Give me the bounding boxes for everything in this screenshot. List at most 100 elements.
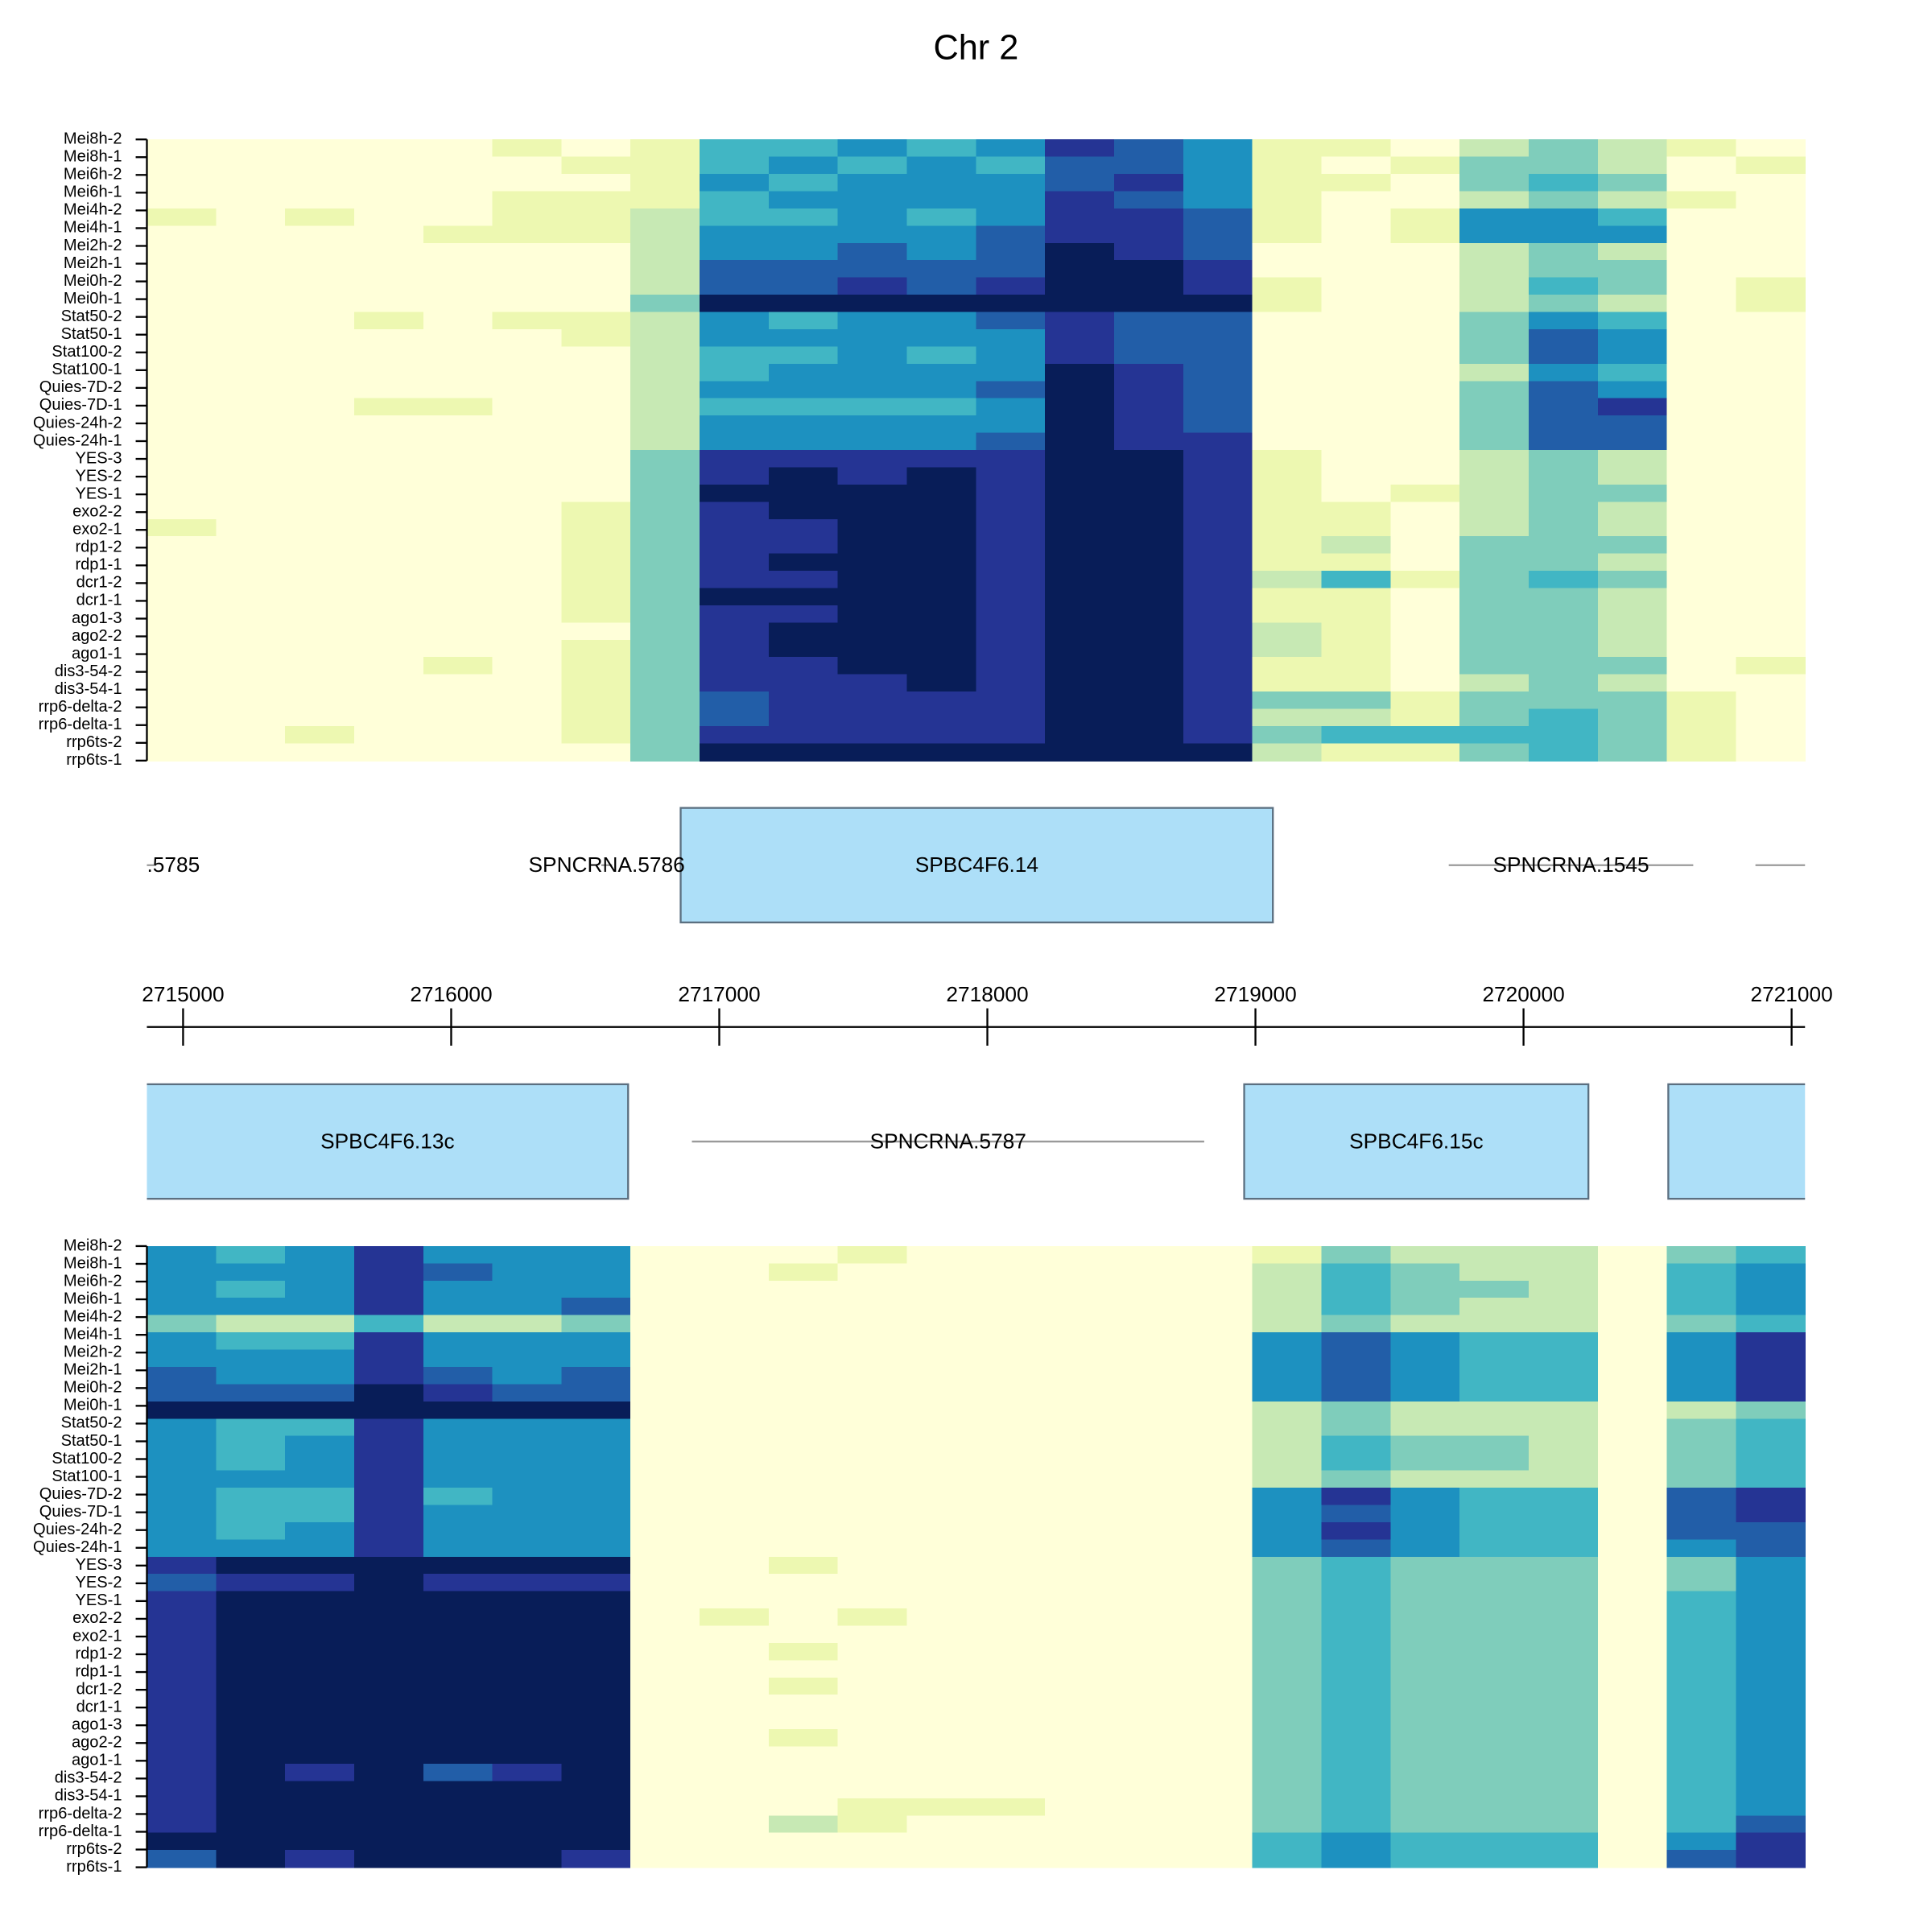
heatmap-cell bbox=[216, 1315, 287, 1334]
heatmap-cell bbox=[1597, 1298, 1668, 1316]
heatmap-cell bbox=[1045, 363, 1115, 382]
heatmap-cell bbox=[976, 1556, 1046, 1575]
heatmap-cell bbox=[216, 1781, 287, 1799]
heatmap-cell bbox=[700, 156, 770, 175]
heatmap-cell bbox=[1597, 1695, 1668, 1713]
heatmap-cell bbox=[630, 346, 700, 365]
heatmap-cell bbox=[147, 1763, 217, 1782]
heatmap-cell bbox=[630, 1280, 700, 1299]
heatmap-cell bbox=[492, 1781, 563, 1799]
heatmap-cell bbox=[1321, 1798, 1392, 1817]
heatmap-cell bbox=[1114, 622, 1184, 641]
heatmap-cell bbox=[1183, 605, 1253, 624]
heatmap-cell bbox=[700, 1746, 770, 1765]
heatmap-cell bbox=[768, 328, 839, 348]
heatmap-cell bbox=[1114, 571, 1184, 589]
heatmap-cell bbox=[1114, 156, 1184, 175]
heatmap-cell bbox=[147, 450, 217, 469]
heatmap-cell bbox=[1390, 1488, 1461, 1506]
heatmap-cell bbox=[1597, 398, 1668, 417]
heatmap-cell bbox=[768, 312, 839, 330]
heatmap-cell bbox=[1736, 1556, 1806, 1575]
heatmap-cell bbox=[1114, 363, 1184, 382]
heatmap-cell bbox=[1114, 1245, 1184, 1265]
heatmap-cell bbox=[1459, 1781, 1530, 1799]
heatmap-cell bbox=[837, 1418, 908, 1437]
heatmap-cell bbox=[837, 639, 908, 658]
heatmap-cell bbox=[1045, 553, 1115, 572]
heatmap-cell bbox=[630, 398, 700, 417]
heatmap-cell bbox=[216, 415, 287, 434]
heatmap-cell bbox=[1321, 381, 1392, 399]
heatmap-cell bbox=[1321, 1729, 1392, 1748]
heatmap-cell bbox=[353, 536, 424, 555]
heatmap-cell bbox=[906, 674, 977, 693]
heatmap-cell bbox=[1390, 1263, 1461, 1282]
heatmap-cell bbox=[768, 225, 839, 244]
heatmap-cell bbox=[1736, 1315, 1806, 1334]
heatmap-cell bbox=[1252, 1798, 1323, 1817]
heatmap-cell bbox=[285, 260, 355, 279]
heatmap-cell bbox=[1597, 1263, 1668, 1282]
heatmap-cell bbox=[630, 467, 700, 485]
heatmap-cell bbox=[216, 708, 287, 727]
heatmap-cell bbox=[1666, 1435, 1737, 1455]
heatmap-cell bbox=[630, 1470, 700, 1488]
heatmap-cell bbox=[906, 1660, 977, 1678]
heatmap-cell bbox=[837, 398, 908, 417]
heatmap-cell bbox=[492, 536, 563, 555]
heatmap-cell bbox=[700, 691, 770, 710]
heatmap-cell bbox=[1183, 1660, 1253, 1678]
heatmap-cell bbox=[906, 657, 977, 675]
heatmap-cell bbox=[1321, 1642, 1392, 1662]
heatmap-cell bbox=[1114, 553, 1184, 572]
gene-box bbox=[679, 807, 1274, 924]
heatmap-cell bbox=[700, 1695, 770, 1713]
heatmap-cell bbox=[768, 432, 839, 451]
heatmap-cell bbox=[561, 622, 632, 641]
heatmap-cell bbox=[1597, 156, 1668, 175]
heatmap-cell bbox=[1528, 260, 1599, 279]
heatmap-cell bbox=[1252, 1418, 1323, 1437]
heatmap-cell bbox=[353, 1798, 424, 1817]
heatmap-cell bbox=[216, 208, 287, 227]
heatmap-cell bbox=[1528, 1798, 1599, 1817]
plot-area bbox=[147, 807, 1806, 1200]
heatmap-cell bbox=[1390, 588, 1461, 606]
heatmap-cell bbox=[1736, 139, 1806, 158]
heatmap-cell bbox=[1114, 588, 1184, 606]
heatmap-cell bbox=[976, 1625, 1046, 1644]
heatmap-cell bbox=[1045, 1263, 1115, 1282]
heatmap-cell bbox=[492, 674, 563, 693]
heatmap-cell bbox=[1597, 260, 1668, 279]
heatmap-cell bbox=[630, 1556, 700, 1575]
heatmap-cell bbox=[353, 295, 424, 313]
heatmap-cell bbox=[837, 1263, 908, 1282]
heatmap-cell bbox=[700, 1832, 770, 1852]
heatmap-cell bbox=[147, 1556, 217, 1575]
heatmap-cell bbox=[1114, 657, 1184, 675]
heatmap-cell bbox=[561, 415, 632, 434]
heatmap-cell bbox=[492, 467, 563, 485]
heatmap-cell bbox=[1114, 1384, 1184, 1402]
heatmap-cell bbox=[700, 1625, 770, 1644]
heatmap-cell bbox=[1390, 1815, 1461, 1834]
heatmap-cell bbox=[353, 1280, 424, 1299]
heatmap-cell bbox=[1736, 1591, 1806, 1609]
heatmap-cell bbox=[353, 1453, 424, 1472]
heatmap-cell bbox=[1666, 191, 1737, 209]
heatmap-cell bbox=[147, 1625, 217, 1644]
heatmap-cell bbox=[630, 1591, 700, 1609]
heatmap-cell bbox=[837, 1366, 908, 1385]
heatmap-cell bbox=[768, 363, 839, 382]
heatmap-cell bbox=[976, 1695, 1046, 1713]
heatmap-cell bbox=[353, 1660, 424, 1678]
heatmap-cell bbox=[423, 1556, 493, 1575]
heatmap-cell bbox=[147, 639, 217, 658]
heatmap-cell bbox=[1459, 225, 1530, 244]
heatmap-cell bbox=[837, 381, 908, 399]
heatmap-cell bbox=[768, 1280, 839, 1299]
heatmap-cell bbox=[1183, 295, 1253, 313]
heatmap-cell bbox=[700, 708, 770, 727]
heatmap-cell bbox=[492, 1625, 563, 1644]
